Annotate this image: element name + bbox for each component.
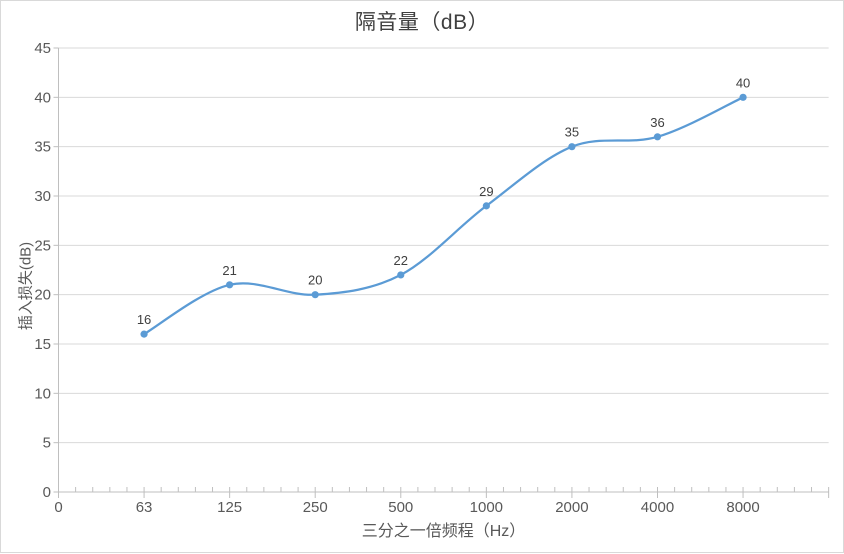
data-point-marker bbox=[739, 93, 747, 101]
x-axis-tick-label: 1000 bbox=[470, 499, 503, 516]
series-line bbox=[142, 96, 745, 336]
data-point-marker bbox=[397, 271, 405, 279]
y-axis-tick-label: 5 bbox=[43, 435, 51, 452]
x-axis-title: 三分之一倍频程（Hz） bbox=[361, 523, 526, 540]
y-axis-tick-label: 45 bbox=[34, 40, 51, 57]
y-axis-tick-label: 10 bbox=[34, 385, 51, 402]
y-axis-title: 插入损失(dB) bbox=[17, 241, 35, 331]
x-axis-tick-label: 0 bbox=[54, 499, 62, 516]
data-label: 20 bbox=[308, 273, 322, 288]
data-label: 16 bbox=[137, 312, 151, 327]
data-point-marker bbox=[568, 143, 576, 151]
data-label: 22 bbox=[394, 253, 408, 268]
y-axis-tick-label: 35 bbox=[34, 139, 51, 156]
y-axis-tick-label: 0 bbox=[43, 484, 51, 501]
data-point-marker bbox=[226, 281, 234, 289]
x-axis-tick-label: 250 bbox=[303, 499, 328, 516]
y-axis-tick-label: 40 bbox=[34, 89, 51, 106]
x-axis-tick-label: 125 bbox=[217, 499, 242, 516]
data-label: 29 bbox=[479, 184, 493, 199]
data-label: 40 bbox=[736, 75, 750, 90]
x-axis-tick-label: 4000 bbox=[641, 499, 674, 516]
x-axis-tick-label: 2000 bbox=[555, 499, 588, 516]
y-axis-tick-label: 15 bbox=[34, 336, 51, 353]
data-point-marker bbox=[311, 291, 319, 299]
x-axis-tick-label: 500 bbox=[388, 499, 413, 516]
chart-title: 隔音量（dB） bbox=[354, 11, 490, 34]
y-axis-tick-label: 20 bbox=[34, 287, 51, 304]
data-point-marker bbox=[140, 330, 148, 338]
x-axis-tick-label: 8000 bbox=[726, 499, 759, 516]
data-label: 21 bbox=[222, 263, 236, 278]
x-axis-tick-label: 63 bbox=[136, 499, 153, 516]
y-axis-tick-label: 25 bbox=[34, 237, 51, 254]
data-label: 35 bbox=[565, 125, 579, 140]
data-point-marker bbox=[482, 202, 490, 210]
data-point-marker bbox=[653, 133, 662, 141]
y-axis-tick-label: 30 bbox=[34, 188, 51, 205]
data-label: 36 bbox=[650, 115, 664, 130]
